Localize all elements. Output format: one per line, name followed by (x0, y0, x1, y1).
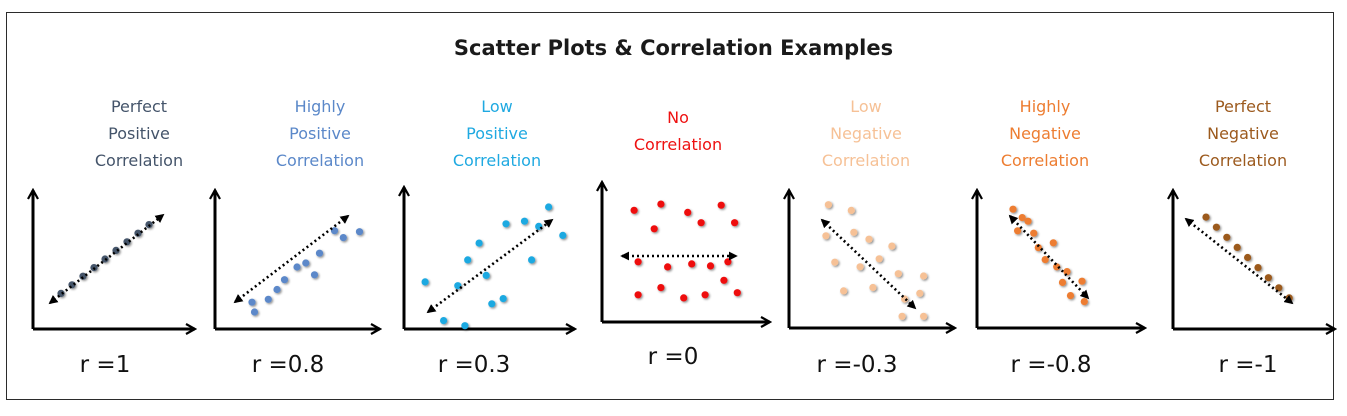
panel-3-data-point (559, 231, 567, 239)
panel-6-data-point (1066, 292, 1075, 300)
panel-3-data-point (488, 300, 496, 308)
panel-6-data-point (1009, 205, 1017, 213)
panel-2-data-point (339, 234, 347, 242)
panel-5-data-point (856, 263, 864, 271)
panel-4-data-point (717, 201, 725, 209)
panel-1-label: Perfect Positive Correlation (94, 97, 184, 170)
panel-3-data-point (502, 220, 510, 228)
panel-2-data-point (280, 276, 289, 284)
panel-4-data-point (684, 208, 692, 216)
panel-7-data-point (1212, 223, 1220, 231)
panel-5-data-point (850, 228, 858, 236)
panel-7-data-point (1223, 233, 1231, 241)
panel-5-trend-arrow (820, 218, 917, 310)
panel-5-data-point (865, 235, 873, 243)
panel-4-data-point (657, 200, 665, 208)
panel-6-r-value: r =-0.8 (1010, 352, 1092, 378)
panel-5-data-point (831, 258, 839, 266)
panel-2-data-point (273, 285, 281, 294)
panel-4-data-point (697, 219, 705, 227)
panel-2-data-point (310, 271, 319, 279)
panel-5-label: Low Negative Correlation (821, 97, 911, 170)
panel-3-data-point (482, 271, 490, 279)
panel-7-trend-arrow (1184, 217, 1294, 305)
panel-2-data-point (355, 228, 364, 236)
panel-2-data-point (248, 298, 256, 306)
panel-3-data-point (461, 322, 469, 330)
panel-5-data-point (840, 287, 848, 295)
panel-4-data-point (724, 258, 732, 266)
panel-7-r-value: r =-1 (1218, 352, 1278, 378)
panel-5-data-point (920, 312, 928, 320)
panel-2-data-point (293, 263, 301, 271)
panel-4-data-point (733, 289, 741, 297)
panel-2-trend-arrow (233, 214, 350, 304)
panel-5-data-point (916, 289, 924, 297)
panel-6-trend-arrow (1008, 214, 1090, 300)
panel-6-data-point (1078, 277, 1086, 285)
panel-7-data-point (1254, 264, 1262, 272)
panel-6-data-point (1030, 229, 1038, 237)
panel-3-data-point (421, 278, 429, 286)
panel-5-data-point (847, 206, 855, 214)
panel-4-data-point (657, 284, 665, 292)
panel-3-r-value: r =0.3 (437, 352, 511, 378)
panel-5-data-point (822, 232, 830, 240)
panel-5-data-point (894, 270, 902, 278)
panel-4-data-point (701, 291, 709, 299)
panel-4-data-point (680, 294, 688, 302)
panel-3-data-point (475, 239, 483, 247)
panel-3-trend-arrow (426, 218, 554, 314)
panel-6-label: Highly Negative Correlation (1000, 97, 1090, 170)
panel-7-data-point (1233, 243, 1241, 251)
panel-2-label: Highly Positive Correlation (275, 97, 365, 170)
panel-7-label: Perfect Negative Correlation (1198, 97, 1288, 170)
panel-3-data-point (545, 203, 553, 211)
panel-3-data-point (499, 295, 507, 303)
panel-4-data-point (664, 263, 672, 271)
panel-3-data-point (520, 217, 529, 225)
panel-2-data-point (264, 295, 272, 303)
panel-6-data-point (1080, 298, 1088, 306)
panel-7-data-point (1244, 253, 1252, 262)
panel-2-data-point (315, 249, 324, 257)
panel-6-data-point (1049, 239, 1057, 247)
panel-5-data-point (869, 283, 877, 292)
panel-4-data-point (634, 291, 642, 299)
panel-3-data-point (528, 256, 536, 264)
figure-frame (6, 12, 1334, 400)
panel-4-data-point (720, 276, 728, 284)
panel-1-trend-arrow (48, 213, 165, 305)
panel-1-r-value: r =1 (79, 352, 131, 378)
panel-5-data-point (920, 272, 928, 280)
panel-5-data-point (888, 242, 896, 250)
panel-4-data-point (630, 206, 638, 214)
panel-7-data-point (1202, 213, 1210, 221)
panel-3-data-point (440, 317, 448, 325)
panel-6-data-point (1058, 278, 1067, 286)
panel-4-r-value: r =0 (647, 344, 699, 370)
panel-4-data-point (706, 262, 715, 270)
panel-5-data-point (824, 201, 833, 209)
panel-4-data-point (650, 225, 658, 233)
panel-4-data-point (731, 219, 739, 227)
panel-2-r-value: r =0.8 (251, 352, 325, 378)
panel-4-data-point (634, 258, 642, 266)
panel-2-data-point (250, 308, 259, 316)
panel-7-data-point (1264, 274, 1272, 282)
page-title: Scatter Plots & Correlation Examples (453, 36, 894, 60)
panel-3-data-point (464, 256, 472, 264)
panel-2-data-point (302, 259, 310, 267)
panel-3-label: Low Positive Correlation (452, 97, 542, 170)
panel-5-data-point (875, 255, 883, 263)
panel-5-r-value: r =-0.3 (816, 352, 898, 378)
panel-6-data-point (1024, 217, 1032, 225)
panel-4-label: No Correlation (633, 108, 723, 154)
panel-5-data-point (898, 312, 906, 320)
panel-4-data-point (688, 260, 696, 268)
